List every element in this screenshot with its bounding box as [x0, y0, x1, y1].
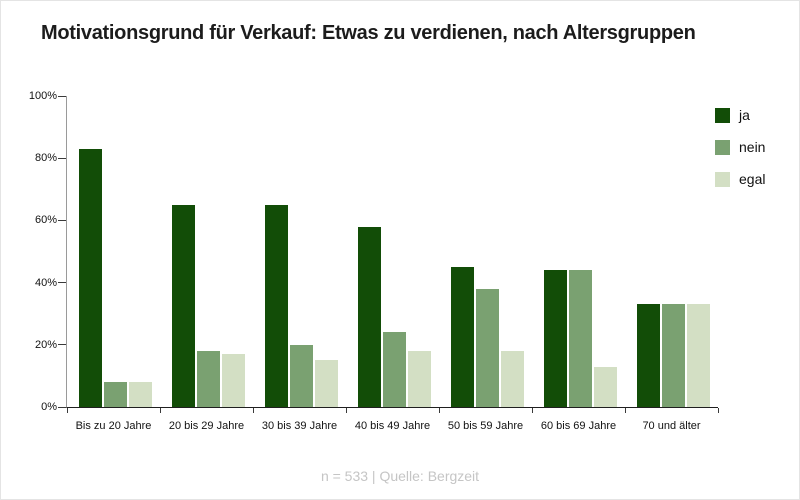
legend-item: ja: [715, 107, 765, 123]
x-axis-category-label: 60 bis 69 Jahre: [540, 420, 617, 432]
x-axis-tick: [253, 408, 254, 413]
y-axis-tick: [58, 157, 66, 159]
legend-item: nein: [715, 139, 765, 155]
bar-ja: [265, 204, 288, 407]
bar-egal: [315, 360, 338, 407]
bar-nein: [476, 288, 499, 407]
bar-group: 60 bis 69 Jahre: [532, 96, 625, 432]
x-axis-category-label: Bis zu 20 Jahre: [75, 420, 152, 432]
y-axis-label: 100%: [28, 90, 57, 102]
bar-group: 20 bis 29 Jahre: [160, 96, 253, 432]
bar-egal: [501, 351, 524, 407]
bar-group: 50 bis 59 Jahre: [439, 96, 532, 432]
legend-swatch-nein: [715, 139, 730, 155]
bar-ja: [172, 204, 195, 407]
y-axis-label: 0%: [41, 401, 57, 413]
bar-group: 30 bis 39 Jahre: [253, 96, 346, 432]
source-note: n = 533 | Quelle: Bergzeit: [320, 468, 480, 484]
bar-nein: [569, 270, 592, 407]
x-axis-tick: [346, 408, 347, 413]
x-axis-tick: [67, 408, 68, 413]
x-axis-category-label: 50 bis 59 Jahre: [447, 420, 524, 432]
x-axis-tick: [160, 408, 161, 413]
y-axis-tick: [58, 406, 66, 408]
x-axis-tick: [532, 408, 533, 413]
bar-nein: [383, 332, 406, 407]
bar-egal: [594, 366, 617, 407]
y-axis-tick: [58, 282, 66, 284]
chart-title: Motivationsgrund für Verkauf: Etwas zu v…: [41, 22, 696, 44]
x-axis-tick: [625, 408, 626, 413]
legend: ja nein egal: [715, 107, 765, 203]
x-axis-category-label: 20 bis 29 Jahre: [168, 420, 245, 432]
y-axis-label: 20%: [34, 338, 57, 351]
y-axis-tick: [58, 95, 66, 97]
x-axis-category-label: 70 und älter: [642, 420, 701, 432]
bar-egal: [408, 351, 431, 407]
bar-group: 70 und älter: [625, 96, 718, 432]
bar-ja: [79, 148, 102, 407]
bar-egal: [687, 304, 710, 407]
bar-group: 40 bis 49 Jahre: [346, 96, 439, 432]
bar-group: Bis zu 20 Jahre: [67, 96, 160, 432]
legend-label: egal: [739, 171, 766, 187]
bar-ja: [544, 270, 567, 407]
legend-swatch-egal: [715, 171, 730, 187]
x-axis-category-label: 40 bis 49 Jahre: [354, 420, 431, 432]
y-axis-label: 80%: [34, 152, 57, 165]
plot-area: 0% 20% 40% 60% 80% 100% Bis zu 20 Jahre 20 bis …: [29, 90, 719, 432]
bar-nein: [662, 304, 685, 407]
bar-nein: [104, 382, 127, 407]
y-axis-tick: [58, 344, 66, 346]
x-axis-tick: [718, 408, 719, 413]
legend-label: ja: [739, 107, 750, 123]
bar-ja: [451, 267, 474, 407]
legend-label: nein: [739, 139, 766, 155]
y-axis-label: 40%: [34, 276, 57, 289]
bar-nein: [290, 344, 313, 407]
y-axis-label: 60%: [34, 214, 57, 227]
x-axis-category-label: 30 bis 39 Jahre: [261, 420, 338, 432]
legend-item: egal: [715, 171, 765, 187]
bar-ja: [358, 226, 381, 407]
x-axis-tick: [439, 408, 440, 413]
y-axis-tick: [58, 219, 66, 221]
legend-swatch-ja: [715, 107, 730, 123]
bar-egal: [222, 354, 245, 407]
bar-ja: [637, 304, 660, 407]
bar-egal: [129, 382, 152, 407]
bar-nein: [197, 351, 220, 407]
